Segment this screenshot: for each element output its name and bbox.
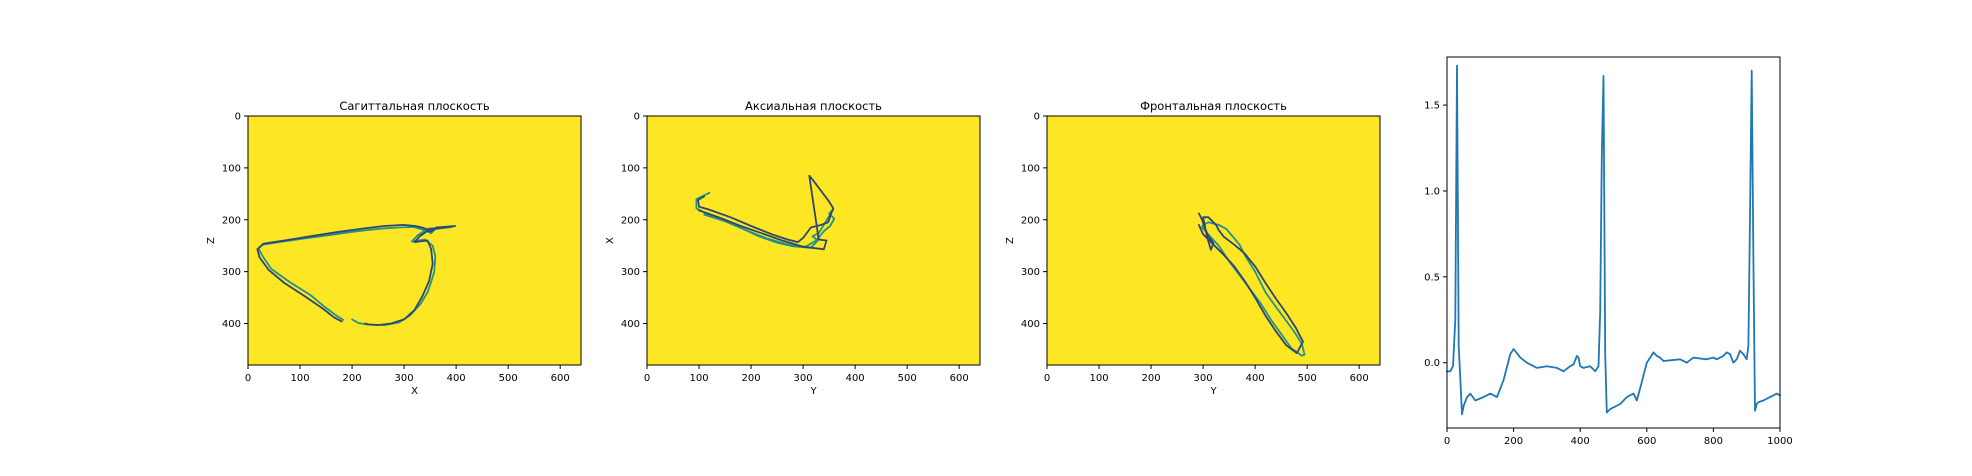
- series-line-2: [256, 223, 457, 327]
- chart-title: Аксиальная плоскость: [745, 99, 882, 113]
- x-axis-label: Y: [1209, 386, 1217, 397]
- x-tick-label: 200: [1142, 373, 1161, 384]
- x-tick-label: 500: [898, 373, 917, 384]
- y-tick-label: 0: [1034, 112, 1040, 123]
- x-tick-label: 0: [644, 373, 650, 384]
- y-tick-label: 200: [1021, 215, 1040, 226]
- x-tick-label: 100: [290, 373, 309, 384]
- x-tick-label: 200: [742, 373, 761, 384]
- x-tick-label: 300: [1194, 373, 1213, 384]
- y-axis-label: Z: [1005, 237, 1016, 244]
- series-line-1: [1446, 64, 1781, 416]
- series-line-2: [1198, 212, 1304, 355]
- x-tick-label: 100: [1089, 373, 1108, 384]
- plot-frame: [247, 115, 582, 366]
- series-line-1: [695, 191, 836, 249]
- y-tick-label: 0: [634, 112, 640, 123]
- plot-frame: [1446, 56, 1781, 429]
- y-tick-label: 0: [235, 112, 241, 123]
- x-tick-label: 200: [1504, 436, 1523, 447]
- y-tick-label: 1.5: [1424, 101, 1440, 112]
- x-tick-label: 600: [1350, 373, 1369, 384]
- plot-frame: [646, 115, 981, 366]
- chart-4: 0 200 400 600 800 1000 0.0 0.5 1.0 1.5: [1424, 56, 1793, 447]
- x-tick-label: 300: [395, 373, 414, 384]
- y-tick-label: 100: [621, 163, 640, 174]
- x-tick-label: 0: [1444, 436, 1450, 447]
- chart-title: Сагиттальная плоскость: [339, 99, 490, 113]
- x-tick-label: 300: [794, 373, 813, 384]
- x-tick-label: 600: [950, 373, 969, 384]
- chart-3: 0 100 200 300 400 500 600 0 100 200 300 400 Фронталь…: [1005, 99, 1381, 397]
- y-tick-label: 400: [222, 319, 241, 330]
- x-tick-label: 200: [343, 373, 362, 384]
- y-tick-label: 0.0: [1424, 358, 1440, 369]
- y-tick-label: 200: [621, 215, 640, 226]
- y-tick-label: 100: [1021, 163, 1040, 174]
- x-tick-label: 0: [245, 373, 251, 384]
- chart-2: 0 100 200 300 400 500 600 0 100 200 300 400 Аксиальн…: [605, 99, 981, 397]
- y-tick-label: 400: [621, 319, 640, 330]
- series-line-2: [697, 174, 835, 251]
- x-tick-label: 400: [1246, 373, 1265, 384]
- x-tick-label: 500: [1298, 373, 1317, 384]
- y-tick-label: 300: [222, 267, 241, 278]
- x-tick-label: 400: [846, 373, 865, 384]
- chart-title: Фронтальная плоскость: [1140, 99, 1287, 113]
- y-tick-label: 1.0: [1424, 186, 1440, 197]
- x-tick-label: 600: [551, 373, 570, 384]
- x-tick-label: 600: [1637, 436, 1656, 447]
- y-tick-label: 300: [621, 267, 640, 278]
- y-tick-label: 300: [1021, 267, 1040, 278]
- x-tick-label: 800: [1704, 436, 1723, 447]
- x-tick-label: 1000: [1767, 436, 1792, 447]
- chart-1: 0 100 200 300 400 500 600 0 100 200 300 400 Сагиттал…: [206, 99, 582, 397]
- y-tick-label: 400: [1021, 319, 1040, 330]
- x-tick-label: 400: [447, 373, 466, 384]
- x-tick-label: 400: [1571, 436, 1590, 447]
- y-tick-label: 0.5: [1424, 272, 1440, 283]
- x-axis-label: X: [411, 386, 418, 397]
- y-axis-label: Z: [206, 237, 217, 244]
- y-tick-label: 200: [222, 215, 241, 226]
- series-line-1: [257, 226, 453, 327]
- x-tick-label: 100: [689, 373, 708, 384]
- x-axis-label: Y: [809, 386, 817, 397]
- plot-frame: [1046, 115, 1381, 366]
- x-tick-label: 0: [1044, 373, 1050, 384]
- x-tick-label: 500: [499, 373, 518, 384]
- y-tick-label: 100: [222, 163, 241, 174]
- y-axis-label: X: [605, 237, 616, 244]
- plot-background: [647, 116, 980, 365]
